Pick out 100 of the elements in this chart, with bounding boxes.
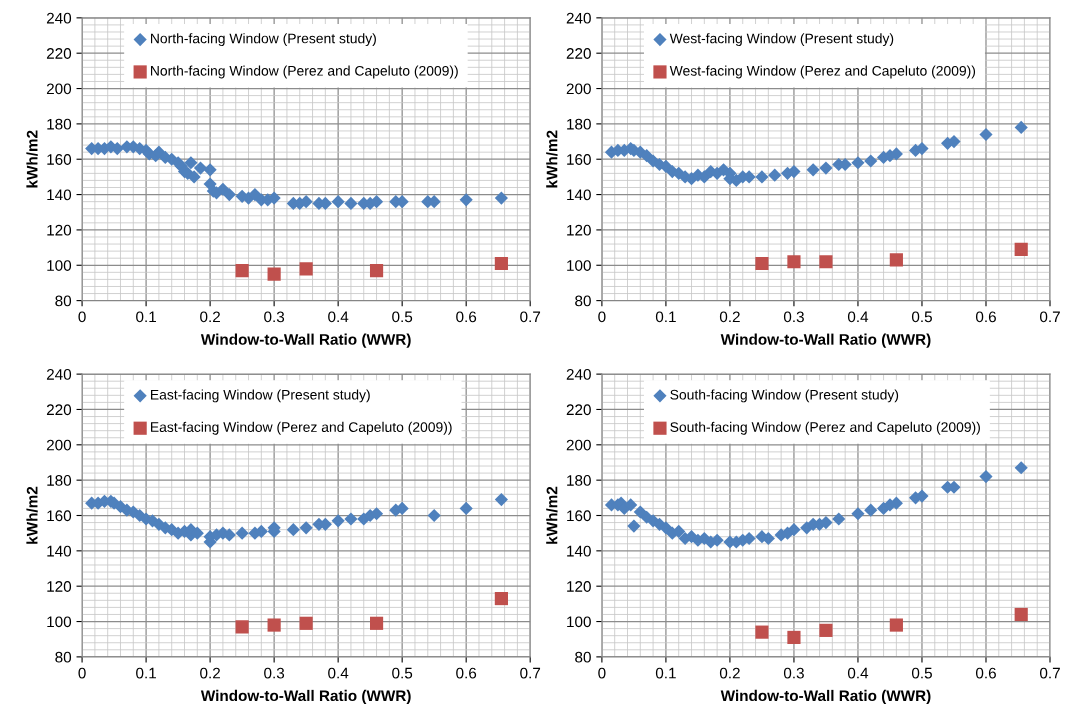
x-tick-label: 0.7 (520, 311, 541, 323)
point (1014, 242, 1028, 256)
point (672, 524, 686, 538)
y-tick-label: 160 (47, 154, 72, 165)
x-tick-label: 0.6 (975, 311, 996, 323)
point (427, 508, 441, 523)
x-tick-label: 0 (598, 311, 606, 323)
legend-label: South-facing Window (Perez and Capeluto (2009)) (670, 421, 980, 435)
y-tick-label: 80 (575, 651, 591, 663)
y-tick-label: 80 (55, 295, 72, 307)
legend-label: North-facing Window (Perez and Capeluto (2009)) (151, 65, 458, 79)
point (267, 618, 281, 632)
y-tick-label: 200 (46, 439, 72, 451)
y-tick-label: 220 (566, 404, 591, 416)
legend-label: East-facing Window (Perez and Capeluto (2009)) (151, 421, 452, 435)
point (203, 163, 217, 177)
x-tick-label: 0.1 (136, 311, 156, 323)
y-tick-label: 180 (47, 118, 72, 130)
y-tick-label: 240 (46, 12, 72, 24)
point (235, 526, 249, 540)
point (193, 161, 208, 175)
point (768, 168, 782, 182)
point (755, 256, 769, 271)
x-tick-label: 0.3 (783, 311, 804, 323)
y-tick-label: 80 (575, 295, 591, 307)
point (344, 512, 358, 526)
x-tick-label: 0.5 (911, 667, 932, 679)
point (889, 618, 903, 632)
x-tick-label: 0 (598, 667, 606, 679)
y-tick-label: 160 (567, 510, 591, 522)
y-tick-label: 160 (567, 154, 591, 165)
point (299, 262, 313, 276)
y-tick-label: 140 (47, 545, 72, 557)
point (331, 514, 345, 528)
y-tick-label: 100 (47, 260, 72, 271)
x-tick-label: 0.4 (328, 667, 349, 679)
legend-label: West-facing Window (Perez and Capeluto (2009)) (669, 65, 976, 79)
point (787, 523, 801, 537)
point (299, 616, 313, 630)
x-axis-title: Window-to-Wall Ratio (WWR) (720, 333, 931, 348)
x-tick-label: 0 (78, 667, 86, 679)
y-tick-label: 140 (567, 545, 591, 557)
y-tick-label: 200 (46, 83, 72, 95)
y-axis-title: kWh/m2 (26, 130, 38, 188)
point (640, 149, 654, 163)
y-tick-label: 100 (567, 616, 591, 628)
x-tick-label: 0.2 (200, 667, 220, 679)
point (369, 263, 384, 278)
x-tick-label: 0.2 (200, 311, 220, 323)
x-axis-title: Window-to-Wall Ratio (WWR) (200, 333, 411, 348)
point (864, 503, 878, 517)
y-tick-label: 140 (47, 189, 72, 201)
y-tick-label: 100 (47, 616, 72, 628)
point (1014, 461, 1028, 475)
y-tick-label: 180 (567, 475, 591, 486)
point (755, 170, 769, 184)
y-tick-label: 180 (567, 118, 591, 130)
x-tick-label: 0.3 (264, 667, 285, 679)
y-tick-label: 120 (567, 224, 591, 236)
x-tick-label: 0.5 (392, 311, 413, 323)
y-tick-label: 240 (566, 12, 591, 24)
point (806, 163, 820, 177)
point (286, 523, 300, 537)
point (1014, 120, 1028, 135)
y-tick-label: 140 (567, 189, 591, 201)
point (222, 187, 236, 202)
point (851, 156, 865, 170)
y-tick-label: 240 (566, 368, 591, 380)
point (494, 493, 508, 507)
x-tick-label: 0.7 (1039, 311, 1060, 323)
point (979, 127, 993, 142)
x-tick-label: 0.5 (911, 311, 932, 323)
x-tick-label: 0.4 (847, 667, 869, 679)
x-tick-label: 0.6 (975, 667, 996, 679)
legend-label: South-facing Window (Present study) (670, 389, 899, 403)
point (494, 591, 508, 606)
x-tick-label: 0.3 (783, 667, 804, 679)
y-axis-title: kWh/m2 (546, 130, 558, 188)
point (216, 182, 230, 196)
point (979, 470, 993, 484)
y-tick-label: 240 (46, 368, 72, 380)
point (832, 512, 846, 526)
point (627, 519, 641, 533)
y-axis-title: kWh/m2 (26, 486, 38, 544)
point (187, 170, 201, 184)
x-tick-label: 0.1 (655, 667, 676, 679)
point (344, 196, 358, 210)
y-tick-label: 160 (47, 510, 72, 522)
point (864, 154, 878, 168)
x-tick-label: 0.1 (655, 311, 676, 323)
x-tick-label: 0.4 (847, 311, 869, 323)
legend-label: North-facing Window (Present study) (151, 33, 376, 47)
y-tick-label: 80 (55, 651, 72, 663)
point (152, 145, 166, 159)
y-tick-label: 220 (566, 48, 591, 59)
y-tick-label: 120 (47, 581, 72, 592)
point (1014, 607, 1028, 622)
x-axis-title: Window-to-Wall Ratio (WWR) (720, 689, 931, 705)
x-tick-label: 0.5 (392, 667, 413, 679)
legend-label: East-facing Window (Present study) (151, 389, 370, 403)
